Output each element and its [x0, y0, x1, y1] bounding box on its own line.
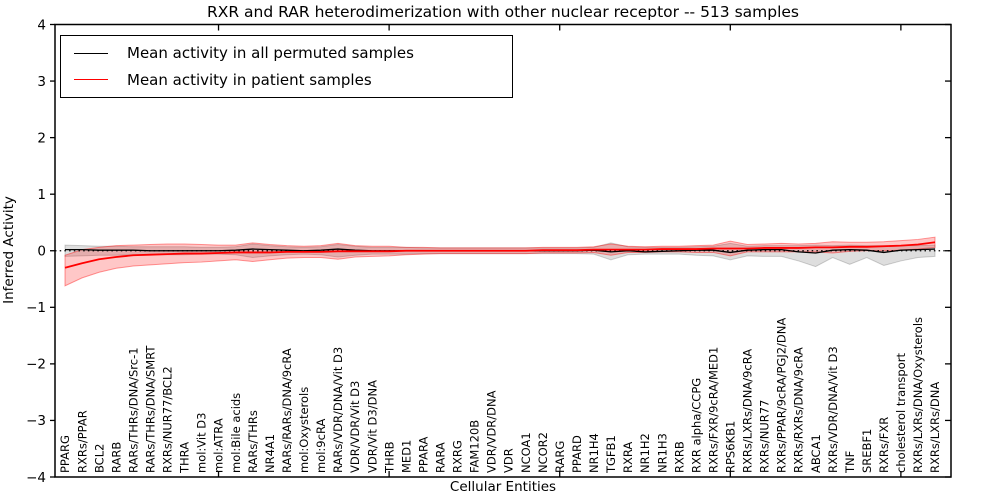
x-tick-label: MED1 [399, 440, 413, 473]
x-tick-label: VDR/Vit D3/DNA [365, 380, 379, 473]
x-tick-label: RXRs/LXRs/DNA/9cRA [741, 349, 755, 473]
series-patient-line [64, 241, 936, 269]
x-tick-label: mol:Oxysterols [297, 387, 311, 473]
x-tick-label: RXRs/NUR77 [758, 400, 772, 473]
y-tick-label: 3 [37, 74, 46, 90]
x-tick-label: NCOA1 [519, 432, 533, 473]
x-tick-label: VDR/VDR/Vit D3 [348, 381, 362, 473]
legend-line-sample-red [74, 79, 108, 81]
x-tick-label: RARs/THRs/DNA/SMRT [143, 345, 157, 473]
x-tick-label: PPARD [570, 435, 584, 473]
chart-title: RXR and RAR heterodimerization with othe… [206, 3, 800, 21]
x-tick-label: FAM120B [468, 420, 482, 473]
x-tick-label: RXRs/RXRs/DNA/9cRA [792, 347, 806, 473]
x-tick-label: RXRB [672, 441, 686, 473]
x-tick-label: VDR/VDR/DNA [485, 390, 499, 473]
x-tick-label: RXRs/FXR/9cRA/MED1 [706, 347, 720, 473]
x-tick-label: SREBF1 [860, 429, 874, 473]
x-tick-label: RXRs/PPAR [75, 410, 89, 473]
y-tick-label: 0 [37, 244, 46, 260]
x-tick-label: PPARA [416, 436, 430, 473]
legend-box: Mean activity in all permuted samples Me… [60, 35, 513, 98]
x-tick-label: mol:Vit D3 [195, 413, 209, 473]
x-tick-labels: PPARG RXRs/PPAR BCL2 RARB RARs/THRs/DNA/Src-… [58, 317, 942, 474]
legend-label-patient: Mean activity in patient samples [127, 70, 372, 89]
x-tick-label: RARs/THRs/DNA/Src-1 [126, 347, 140, 473]
x-tick-label: RXRs/VDR/DNA/Vit D3 [826, 346, 840, 473]
x-tick-label: RXRG [451, 440, 465, 473]
x-tick-label: mol:Bile acids [229, 393, 243, 473]
x-tick-label: RXRs/LXRs/DNA/Oxysterols [911, 317, 925, 473]
x-tick-label: RXRs/NUR77/BCL2 [161, 366, 175, 473]
y-tick-label: −4 [26, 470, 46, 486]
x-tick-label: RARs/VDR/DNA/Vit D3 [331, 347, 345, 473]
y-tick-label: 1 [37, 187, 46, 203]
y-tick-label: −1 [26, 300, 46, 316]
x-tick-label: mol:ATRA [212, 418, 226, 473]
x-tick-label: THRA [178, 442, 192, 474]
x-tick-label: cholesterol transport [894, 353, 908, 473]
x-tick-label: THRB [382, 441, 396, 474]
x-tick-label: NR1H3 [655, 433, 669, 473]
x-axis-label: Cellular Entities [449, 479, 557, 495]
y-tick-label: −3 [26, 413, 46, 429]
x-tick-label: RXR alpha/CCPG [689, 378, 703, 473]
axis-ticks [50, 23, 951, 478]
x-tick-label: RARs/RARs/DNA/9cRA [280, 348, 294, 473]
x-tick-label: mol:9cRA [314, 419, 328, 473]
x-tick-label: BCL2 [92, 444, 106, 473]
x-tick-label: RARA [433, 442, 447, 473]
x-tick-label: TGFB1 [604, 435, 618, 474]
y-tick-label: −2 [26, 357, 46, 373]
x-tick-label: RPS6KB1 [723, 421, 737, 473]
x-tick-label: RXRA [621, 442, 635, 473]
x-tick-label: NR1H2 [638, 433, 652, 473]
x-tick-label: RARG [553, 441, 567, 473]
x-tick-label: RARs/THRs [246, 410, 260, 473]
x-tick-label: RXRs/LXRs/DNA [928, 382, 942, 473]
x-tick-label: NR4A1 [263, 434, 277, 473]
x-tick-label: ABCA1 [809, 434, 823, 473]
y-tick-labels: −4 −3 −2 −1 0 1 2 3 4 [26, 17, 46, 486]
x-tick-label: NR1H4 [587, 433, 601, 473]
x-tick-label: VDR [502, 448, 516, 473]
legend-item-permuted: Mean activity in all permuted samples [61, 44, 512, 62]
legend-item-patient: Mean activity in patient samples [61, 71, 512, 89]
x-tick-label: TNF [843, 451, 857, 474]
x-tick-label: RXRs/FXR [877, 417, 891, 473]
x-tick-label: NCOR2 [536, 432, 550, 473]
legend-line-sample-black [74, 52, 108, 54]
x-tick-label: RARB [109, 442, 123, 473]
y-tick-label: 4 [37, 17, 46, 33]
x-tick-label: RXRs/PPAR/9cRA/PGJ2/DNA [775, 318, 789, 473]
y-tick-label: 2 [37, 130, 46, 146]
legend-label-permuted: Mean activity in all permuted samples [127, 44, 414, 63]
y-axis-label: Inferred Activity [1, 196, 17, 304]
x-tick-label: PPARG [58, 435, 72, 473]
